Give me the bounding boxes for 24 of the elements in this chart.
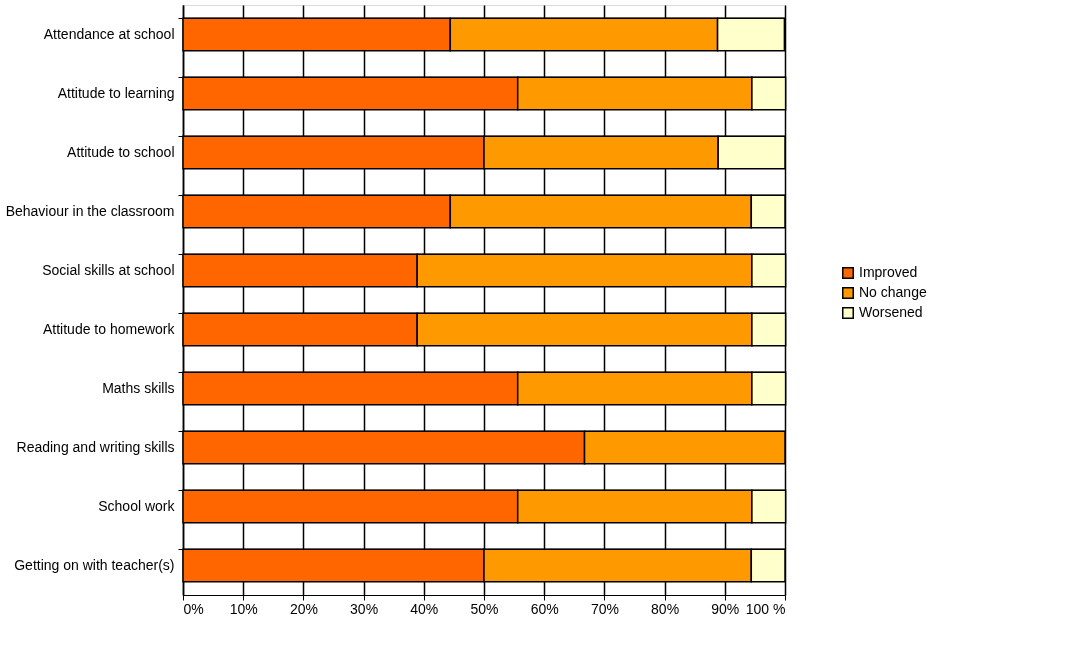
x-tick-label: 20% [289,600,318,617]
x-tick-label: 50% [470,600,499,617]
x-tick-label: 60% [530,600,559,617]
x-tick-label: 40% [410,600,439,617]
y-tick-label: Behaviour in the classroom [5,202,175,219]
x-tick-label: 0% [183,600,204,617]
y-tick-label: School work [98,497,176,514]
legend-label: Worsened [859,304,923,320]
y-tick-label: Social skills at school [42,261,175,278]
x-tick-label: 100 % [745,600,786,617]
y-tick-label: Getting on with teacher(s) [14,556,175,573]
x-tick-label: 80% [651,600,680,617]
y-tick-label: Attitude to school [67,143,175,160]
x-tick-label: 30% [350,600,379,617]
y-tick-label: Maths skills [102,379,175,396]
legend-label: No change [859,284,927,300]
y-tick-label: Attitude to learning [57,84,175,101]
y-tick-label: Attendance at school [43,25,175,42]
legend-label: Improved [859,264,918,280]
x-tick-label: 90% [711,600,740,617]
y-tick-label: Reading and writing skills [16,438,175,455]
x-tick-label: 70% [590,600,619,617]
y-tick-label: Attitude to homework [42,320,176,337]
x-tick-label: 10% [229,600,258,617]
